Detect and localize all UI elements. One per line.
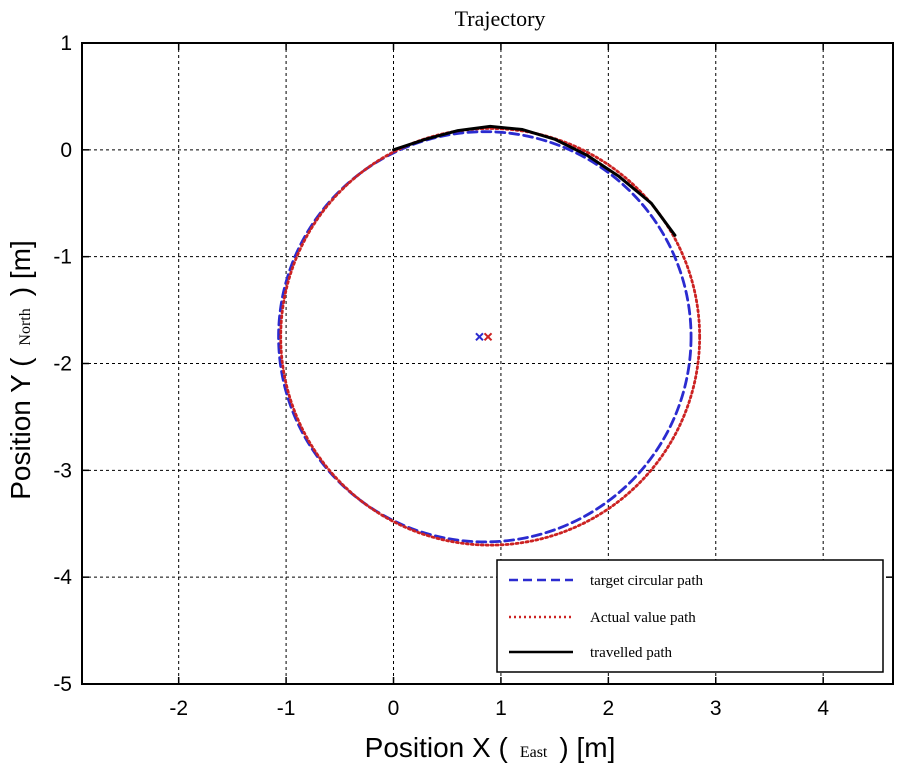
y-tick-label: -1 (53, 246, 72, 269)
y-tick-label: -4 (53, 566, 72, 589)
legend-label-target: target circular path (590, 573, 703, 589)
marker-stroke (483, 332, 493, 341)
y-tick-label: 0 (60, 139, 72, 162)
center-marker (483, 332, 493, 341)
x-tick-label: -2 (169, 697, 188, 720)
marker-stroke (475, 332, 484, 341)
chart-title: Trajectory (455, 6, 546, 31)
center-marker (475, 332, 484, 341)
x-tick-label: 0 (388, 697, 400, 720)
x-tick-label: -1 (277, 697, 296, 720)
x-tick-label: 1 (495, 697, 507, 720)
y-axis-label: Position Y ( North ) [m] (5, 240, 36, 500)
x-tick-label: 2 (603, 697, 615, 720)
x-tick-label: 4 (817, 697, 829, 720)
travelled-path-line (392, 124, 677, 237)
y-tick-label: -5 (53, 673, 72, 696)
y-tick-label: 1 (60, 32, 72, 55)
legend-label-travelled: travelled path (590, 645, 673, 661)
y-axis-ticks: 1 0 -1 -2 -3 -4 -5 (53, 32, 893, 696)
x-axis-ticks: -2 -1 0 1 2 3 4 (169, 43, 829, 720)
actual-path-line (279, 127, 702, 547)
y-tick-label: -2 (53, 353, 72, 376)
x-axis-label: Position X ( East ) [m] (365, 732, 616, 763)
legend-label-actual: Actual value path (590, 610, 696, 626)
series-lines (277, 124, 702, 547)
y-tick-label: -3 (53, 459, 72, 482)
x-tick-label: 3 (710, 697, 722, 720)
legend: target circular path Actual value path t… (496, 559, 884, 673)
center-markers (475, 332, 493, 341)
target-path-line (277, 130, 693, 544)
legend-box (496, 559, 884, 673)
